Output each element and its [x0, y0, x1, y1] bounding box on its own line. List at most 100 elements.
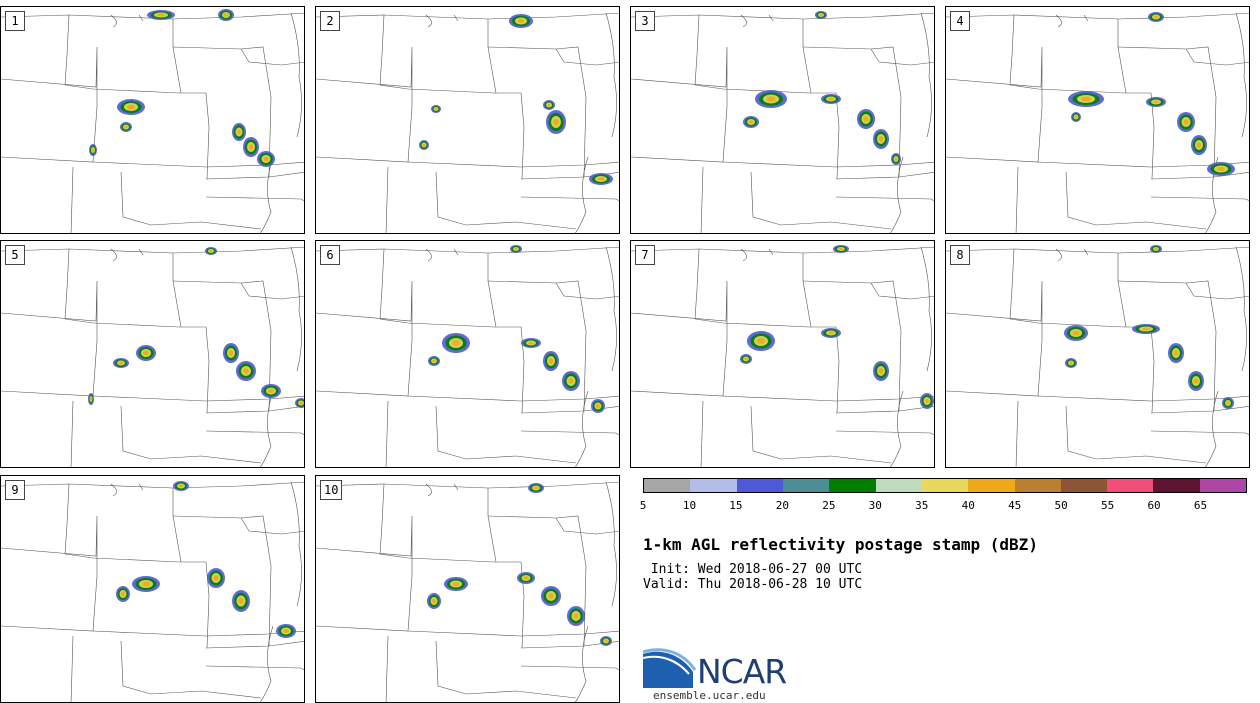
state-borders-map	[316, 245, 619, 467]
reflectivity-echo	[819, 13, 823, 17]
state-border-line	[740, 14, 774, 28]
state-border-line	[64, 84, 210, 180]
state-border-line	[92, 630, 304, 637]
state-border-line	[120, 171, 262, 230]
state-border-line	[316, 246, 619, 254]
state-border-line	[1015, 166, 1019, 233]
reflectivity-echo	[223, 13, 229, 17]
state-border-line	[205, 196, 304, 202]
state-border-line	[205, 171, 304, 180]
state-border-line	[1065, 171, 1207, 230]
member-label: 2	[320, 11, 340, 31]
state-border-line	[1185, 280, 1217, 412]
reflectivity-echo	[568, 378, 574, 384]
reflectivity-echo	[766, 96, 776, 102]
state-border-line	[750, 171, 892, 230]
state-border-line	[946, 46, 1043, 163]
reflectivity-echo	[124, 125, 128, 129]
colorbar-tick-label: 5	[639, 499, 647, 512]
reflectivity-echo	[573, 613, 579, 619]
state-border-line	[555, 46, 587, 178]
state-border-line	[605, 481, 617, 607]
state-border-line	[64, 318, 210, 414]
state-border-line	[631, 246, 934, 254]
state-border-line	[110, 248, 144, 262]
reflectivity-echo	[548, 593, 554, 599]
state-border-line	[605, 12, 617, 138]
state-border-line	[722, 161, 934, 168]
reflectivity-echo	[548, 358, 554, 364]
colorbar-segment	[690, 479, 737, 492]
colorbar-segment	[1060, 479, 1108, 492]
state-borders-map	[316, 12, 619, 233]
ncar-logo-text: NCAR	[697, 652, 787, 691]
reflectivity-echo	[604, 639, 608, 643]
state-border-line	[946, 12, 1249, 20]
state-border-line	[1, 246, 304, 254]
colorbar-tick-label: 15	[729, 499, 743, 512]
reflectivity-echo	[434, 107, 438, 111]
figure-title: 1-km AGL reflectivity postage stamp (dBZ…	[643, 535, 1038, 554]
reflectivity-echo	[1226, 401, 1230, 405]
state-border-line	[1055, 14, 1089, 28]
reflectivity-echo	[744, 357, 748, 361]
state-borders-map	[631, 245, 934, 467]
state-border-line	[379, 14, 385, 86]
state-border-line	[316, 280, 413, 397]
state-border-line	[802, 46, 934, 66]
state-border-line	[1, 515, 98, 632]
postage-stamp-map: 8	[945, 240, 1250, 468]
colorbar-segment	[644, 479, 691, 492]
state-border-line	[435, 405, 577, 464]
state-border-line	[172, 488, 182, 563]
state-border-line	[260, 625, 274, 702]
state-border-line	[425, 483, 459, 497]
reflectivity-echo	[528, 341, 534, 345]
state-border-line	[70, 400, 74, 467]
reflectivity-echo	[1074, 115, 1078, 119]
reflectivity-echo	[248, 144, 254, 150]
reflectivity-echo	[91, 148, 95, 152]
reflectivity-echo	[243, 368, 249, 374]
state-border-line	[240, 46, 272, 178]
state-border-line	[555, 280, 587, 412]
reflectivity-echo	[878, 368, 884, 374]
state-border-line	[487, 515, 619, 535]
reflectivity-echo	[283, 629, 289, 633]
colorbar-tick-label: 40	[961, 499, 975, 512]
state-border-line	[1009, 14, 1015, 86]
state-border-line	[487, 46, 619, 66]
state-border-line	[172, 515, 304, 535]
state-border-line	[700, 166, 704, 233]
state-border-line	[316, 481, 619, 489]
state-border-line	[920, 12, 932, 138]
state-border-line	[260, 156, 274, 233]
site-url: ensemble.ucar.edu	[653, 689, 766, 702]
state-border-line	[385, 635, 389, 702]
state-border-line	[1117, 46, 1249, 66]
state-border-line	[631, 12, 934, 20]
state-border-line	[407, 395, 619, 402]
state-border-line	[120, 640, 262, 699]
colorbar-tick-label: 10	[682, 499, 697, 512]
reflectivity-echo	[1183, 119, 1189, 125]
colorbar-segment	[1199, 479, 1247, 492]
state-border-line	[379, 84, 525, 180]
member-label: 8	[950, 245, 970, 265]
postage-stamp-map: 6	[315, 240, 620, 468]
reflectivity-echo	[432, 598, 436, 604]
state-border-line	[1009, 248, 1015, 320]
state-borders-map	[946, 245, 1249, 467]
state-border-line	[172, 19, 182, 94]
state-border-line	[425, 14, 459, 28]
state-border-line	[64, 553, 210, 649]
reflectivity-echo	[514, 247, 518, 251]
state-border-line	[172, 46, 304, 66]
state-border-line	[1055, 248, 1089, 262]
state-border-line	[205, 405, 304, 414]
state-border-line	[835, 405, 934, 414]
state-border-line	[694, 248, 700, 320]
state-border-line	[240, 280, 272, 412]
state-border-line	[555, 515, 587, 647]
state-border-line	[605, 246, 617, 372]
